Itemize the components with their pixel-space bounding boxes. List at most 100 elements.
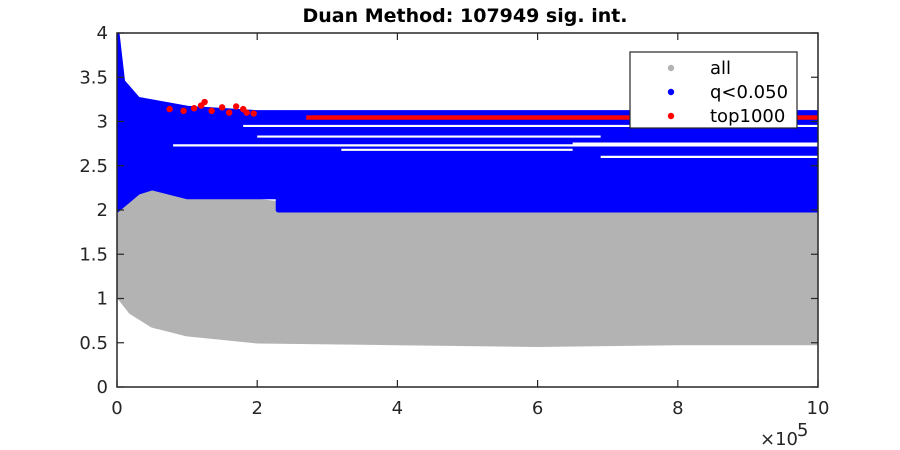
data-point <box>589 170 595 177</box>
data-point <box>145 124 152 131</box>
data-point <box>727 257 734 264</box>
data-point <box>120 228 126 235</box>
data-point <box>554 255 560 262</box>
data-point <box>255 169 261 176</box>
data-point <box>387 336 393 343</box>
data-point <box>181 287 187 294</box>
data-point <box>431 191 438 197</box>
data-point <box>453 229 459 236</box>
data-point <box>132 153 138 160</box>
data-point <box>162 107 168 114</box>
data-point <box>472 206 478 212</box>
data-point <box>772 259 779 265</box>
plot-area <box>117 33 818 348</box>
data-point <box>229 285 236 292</box>
data-point <box>542 128 549 134</box>
data-point <box>525 255 532 262</box>
data-point <box>274 169 280 176</box>
data-point <box>442 187 449 193</box>
data-point <box>222 181 229 187</box>
data-point <box>343 246 350 253</box>
data-point <box>279 307 285 314</box>
data-point <box>329 284 336 291</box>
y-tick-label: 0.5 <box>79 333 108 354</box>
data-point <box>264 207 271 213</box>
y-tick-label: 3.5 <box>79 67 108 88</box>
data-point <box>236 160 243 167</box>
data-point <box>208 107 215 115</box>
data-point <box>224 332 231 338</box>
data-point <box>302 328 309 335</box>
data-point <box>369 171 376 177</box>
data-point <box>221 124 227 131</box>
data-point <box>147 155 153 161</box>
data-point <box>688 169 695 175</box>
data-point <box>647 320 654 327</box>
data-point <box>801 150 808 157</box>
data-point <box>685 180 692 186</box>
data-point <box>497 203 503 210</box>
data-point <box>784 266 791 272</box>
data-point <box>557 236 563 243</box>
legend-label: q<0.050 <box>710 82 788 103</box>
data-point <box>468 288 474 295</box>
y-tick-label: 1 <box>97 289 108 310</box>
data-point <box>340 129 347 136</box>
data-point <box>235 289 241 295</box>
data-point <box>153 323 159 329</box>
data-point <box>190 189 196 196</box>
data-point <box>341 332 347 338</box>
data-point <box>126 303 133 310</box>
y-tick-label: 2.5 <box>79 156 108 177</box>
data-point <box>748 211 754 217</box>
data-point <box>133 140 140 147</box>
data-point <box>423 287 429 294</box>
data-point <box>595 246 601 252</box>
data-point <box>132 183 138 189</box>
data-point <box>128 179 135 186</box>
data-point <box>136 272 142 279</box>
data-point <box>205 264 212 270</box>
data-point <box>306 307 313 314</box>
data-point <box>692 214 699 220</box>
data-point <box>310 240 317 246</box>
data-point <box>301 226 308 232</box>
data-point <box>120 95 127 102</box>
x-multiplier-base: ×10 <box>760 429 798 450</box>
data-point <box>391 275 398 281</box>
y-tick-label: 4 <box>97 23 108 44</box>
data-point <box>288 263 295 270</box>
data-point <box>207 223 214 229</box>
data-point <box>303 130 309 137</box>
data-point <box>706 326 713 332</box>
data-point <box>472 330 479 337</box>
data-point <box>725 206 732 212</box>
data-point <box>203 283 210 289</box>
data-point <box>485 319 491 326</box>
data-point <box>607 285 613 292</box>
data-point <box>311 201 317 207</box>
data-point <box>765 296 772 303</box>
data-point <box>475 224 481 231</box>
data-point <box>161 278 168 284</box>
data-point <box>580 164 587 170</box>
data-point <box>141 200 148 207</box>
data-point <box>200 224 207 231</box>
axes: 0 2 4 6 8 10 0 0.5 1 1.5 2 2.5 3 3.5 4 <box>79 23 829 419</box>
data-point <box>277 268 283 275</box>
data-point <box>685 160 691 167</box>
data-point <box>203 250 210 257</box>
data-point <box>120 182 126 189</box>
data-point <box>373 302 379 309</box>
data-point <box>535 155 541 162</box>
data-point <box>143 281 149 288</box>
data-point <box>372 200 379 207</box>
data-point <box>508 201 514 207</box>
data-point <box>117 210 124 216</box>
data-point <box>136 129 143 136</box>
data-point <box>713 249 719 256</box>
x-tick-label: 8 <box>672 398 683 419</box>
data-point <box>174 270 180 277</box>
series-q-band-fill <box>117 33 818 213</box>
